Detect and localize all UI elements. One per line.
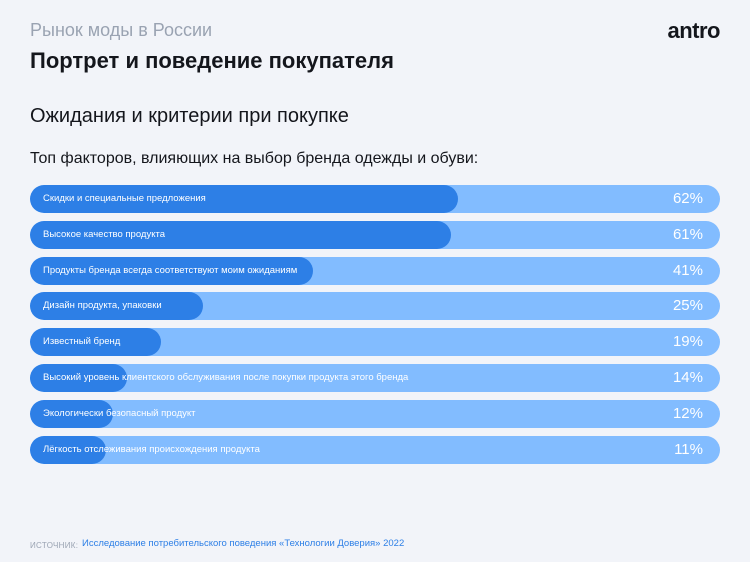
bar bbox=[30, 292, 203, 321]
bar-row: Известный бренд 19% bbox=[30, 328, 720, 357]
bar-row: Высокий уровень клиентского обслуживания… bbox=[30, 363, 720, 392]
bar-value-label: 62% bbox=[672, 190, 703, 207]
bar-label: Высокое качество продукта bbox=[43, 228, 165, 240]
chart-title: Топ факторов, влияющих на выбор бренда о… bbox=[30, 150, 479, 167]
source-text: Исследование потребительского поведения … bbox=[82, 538, 405, 549]
bar-row: Продукты бренда всегда соответствуют мои… bbox=[30, 256, 720, 285]
bar-value-label: 61% bbox=[672, 225, 703, 243]
bar bbox=[30, 399, 113, 428]
bar-value-label: 19% bbox=[672, 333, 703, 351]
bar-row: Экологически безопасный продукт 12% bbox=[30, 399, 720, 428]
bar-label: Экологически безопасный продукт bbox=[43, 407, 196, 419]
bar-row: Лёгкость отслеживания происхождения прод… bbox=[30, 435, 720, 464]
source-label: ИСТОЧНИК: bbox=[30, 541, 79, 550]
bar bbox=[30, 220, 451, 249]
bar bbox=[30, 185, 458, 213]
bar-label: Известный бренд bbox=[43, 336, 121, 348]
bar-value-label: 25% bbox=[672, 297, 703, 315]
bar-label: Дизайн продукта, упаковки bbox=[43, 300, 162, 312]
bar bbox=[30, 435, 106, 464]
bar bbox=[30, 256, 313, 285]
bar-label: Лёгкость отслеживания происхождения прод… bbox=[43, 443, 260, 455]
bar bbox=[30, 363, 127, 392]
bar-row: Скидки и специальные предложения 62% bbox=[30, 185, 720, 213]
bar-value-label: 14% bbox=[672, 368, 703, 386]
bar-value-label: 12% bbox=[672, 404, 703, 422]
bar-value-label: 11% bbox=[674, 440, 703, 458]
bar-chart: Скидки и специальные предложения 62% Высок… bbox=[30, 185, 720, 471]
bar bbox=[30, 328, 162, 357]
bar-label: Продукты бренда всегда соответствуют мои… bbox=[43, 264, 298, 276]
bar-label: Скидки и специальные предложения bbox=[43, 193, 206, 204]
bar-value-label: 41% bbox=[672, 261, 703, 279]
bar-row: Высокое качество продукта 61% bbox=[30, 220, 720, 249]
page-title: Портрет и поведение покупателя bbox=[30, 48, 394, 73]
logo: antro bbox=[667, 18, 721, 43]
bar-row: Дизайн продукта, упаковки 25% bbox=[30, 292, 720, 321]
header-supertitle: Рынок моды в России bbox=[30, 20, 213, 40]
section-subtitle: Ожидания и критерии при покупке bbox=[30, 105, 349, 127]
bar-label: Высокий уровень клиентского обслуживания… bbox=[43, 371, 409, 383]
